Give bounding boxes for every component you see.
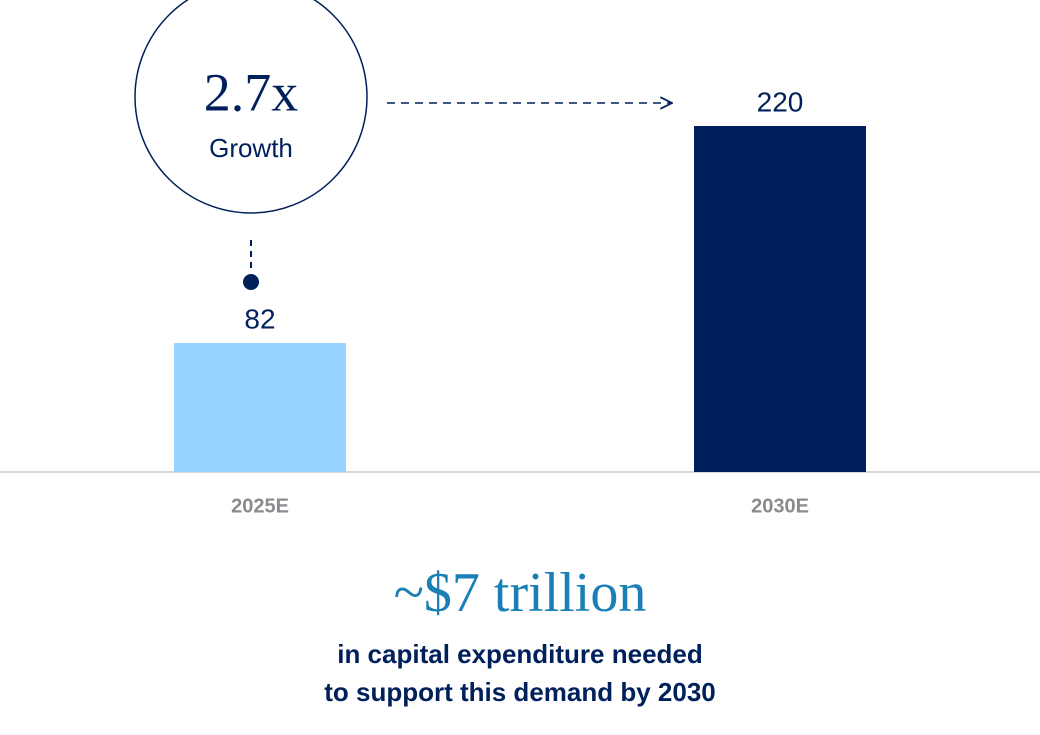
headline: ~$7 trillion	[394, 562, 647, 624]
growth-circle	[134, 0, 368, 214]
growth-value: 2.7x	[204, 62, 299, 122]
connector-dot	[243, 274, 259, 290]
x-tick-label: 2030E	[751, 495, 809, 517]
value-label: 82	[244, 303, 275, 334]
footnote: in capital expenditure needed	[337, 639, 703, 669]
value-label: 220	[757, 86, 804, 117]
growth-label: Growth	[209, 133, 293, 163]
bar	[694, 126, 866, 472]
footnote: to support this demand by 2030	[324, 677, 716, 707]
bar	[174, 343, 346, 472]
x-tick-label: 2025E	[231, 495, 289, 517]
